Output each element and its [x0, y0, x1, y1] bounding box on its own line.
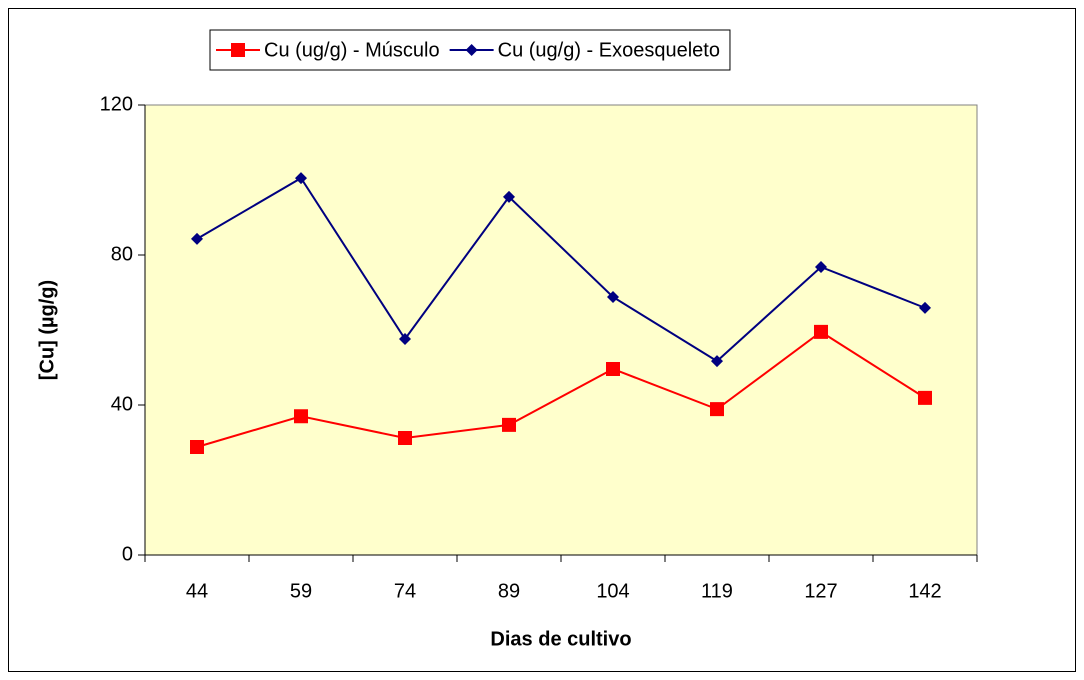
marker — [711, 355, 723, 368]
x-tick-label: 89 — [498, 580, 520, 602]
x-tick-label: 59 — [290, 580, 312, 602]
marker — [231, 43, 245, 57]
marker — [606, 362, 620, 376]
x-tick-label: 44 — [186, 580, 208, 602]
y-tick-label: 0 — [122, 543, 133, 565]
series-line — [196, 330, 926, 448]
marker — [503, 190, 515, 203]
plot-area — [144, 104, 978, 556]
marker — [295, 172, 307, 185]
marker — [294, 409, 308, 424]
y-tick-label: 40 — [111, 393, 133, 415]
marker — [465, 44, 478, 56]
marker — [710, 402, 724, 417]
x-tick-label: 127 — [804, 580, 837, 602]
x-tick-label: 104 — [596, 580, 629, 602]
marker — [919, 301, 931, 314]
marker — [814, 324, 828, 339]
marker — [607, 291, 619, 303]
x-axis-label: Dias de cultivo — [490, 628, 631, 650]
x-tick-label: 74 — [394, 580, 416, 602]
marker — [815, 261, 827, 273]
series-line — [196, 176, 926, 363]
legend-label: Cu (ug/g) - Músculo — [264, 39, 440, 61]
x-tick-label: 142 — [908, 580, 941, 602]
marker — [398, 431, 412, 445]
y-tick-label: 120 — [100, 93, 133, 115]
marker — [502, 417, 516, 432]
y-axis-label: [Cu] (µg/g) — [36, 280, 58, 380]
legend-label: Cu (ug/g) - Exoesqueleto — [498, 39, 720, 61]
x-tick-label: 119 — [701, 580, 733, 602]
marker — [191, 232, 203, 245]
marker — [399, 333, 411, 345]
marker — [918, 390, 932, 405]
marker — [190, 440, 204, 454]
y-tick-label: 80 — [111, 243, 133, 265]
